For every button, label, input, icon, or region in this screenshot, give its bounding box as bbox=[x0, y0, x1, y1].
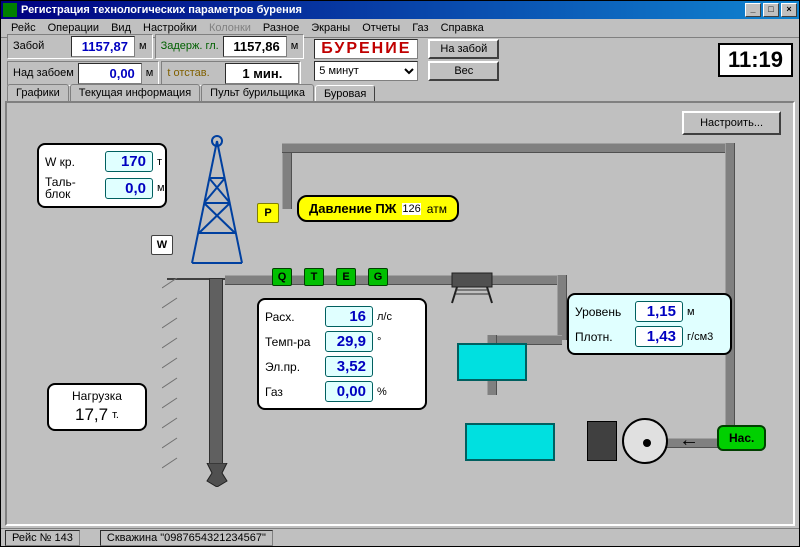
node-w[interactable]: W bbox=[151, 235, 173, 255]
plotn-label: Плотн. bbox=[575, 330, 631, 344]
nadzaboem-label: Над забоем bbox=[9, 67, 78, 79]
minimize-button[interactable]: _ bbox=[745, 3, 761, 17]
menu-ekrany[interactable]: Экраны bbox=[305, 21, 356, 35]
shaker-icon bbox=[447, 268, 497, 308]
talblok-value: 0,0 bbox=[105, 178, 153, 199]
zaderzh-label: Задерж. гл. bbox=[157, 40, 223, 52]
zaderzh-value: 1157,86 bbox=[223, 36, 287, 57]
node-g[interactable]: G bbox=[368, 268, 388, 286]
nadzaboem-unit: м bbox=[142, 67, 158, 79]
arrow-left-icon: ← bbox=[679, 429, 699, 452]
zaderzh-unit: м bbox=[287, 40, 303, 52]
plotn-value: 1,43 bbox=[635, 326, 683, 347]
menu-gaz[interactable]: Газ bbox=[406, 21, 434, 35]
pipe-up-1 bbox=[282, 149, 292, 209]
talblok-unit: м bbox=[157, 182, 181, 194]
node-p[interactable]: P bbox=[257, 203, 279, 223]
zaboi-unit: м bbox=[135, 40, 151, 52]
zaderzh-box: Задерж. гл. 1157,86 м bbox=[155, 34, 305, 59]
uroven-unit: м bbox=[687, 306, 711, 318]
tab-burovaya[interactable]: Буровая bbox=[315, 85, 375, 102]
ground-hatch-left bbox=[162, 278, 202, 478]
pipe-top-h bbox=[282, 143, 732, 153]
elpr-label: Эл.пр. bbox=[265, 360, 321, 374]
totstav-label: t отстав. bbox=[163, 67, 225, 79]
plotn-unit: г/см3 bbox=[687, 331, 713, 343]
gaz-value: 0,00 bbox=[325, 381, 373, 402]
titlebar: Регистрация технологических параметров б… bbox=[1, 1, 799, 19]
gaz-unit: % bbox=[377, 386, 401, 398]
temp-label: Темп-ра bbox=[265, 335, 321, 349]
node-q[interactable]: Q bbox=[272, 268, 292, 286]
clock: 11:19 bbox=[718, 43, 793, 77]
status-indicator: БУРЕНИЕ bbox=[314, 39, 418, 59]
pressure-value: 126 bbox=[402, 203, 420, 215]
tab-strip: Графики Текущая информация Пульт бурильщ… bbox=[1, 81, 799, 101]
zaboi-label: Забой bbox=[9, 40, 71, 52]
zaboi-value: 1157,87 bbox=[71, 36, 135, 57]
configure-button[interactable]: Настроить... bbox=[682, 111, 781, 135]
load-value: 17,7 bbox=[75, 405, 108, 425]
flow-panel: Расх. 16 л/с Темп-ра 29,9 ° Эл.пр. 3,52 … bbox=[257, 298, 427, 410]
nas-button[interactable]: Нас. bbox=[717, 425, 766, 451]
pressure-panel: Давление ПЖ 126 атм bbox=[297, 195, 459, 222]
node-t[interactable]: T bbox=[304, 268, 324, 286]
close-button[interactable]: × bbox=[781, 3, 797, 17]
status-reis: Рейс № 143 bbox=[5, 530, 80, 546]
tank-1 bbox=[457, 343, 527, 381]
uroven-value: 1,15 bbox=[635, 301, 683, 322]
toolbar: Забой 1157,87 м Задерж. гл. 1157,86 м На… bbox=[1, 37, 799, 81]
tab-tekushaya[interactable]: Текущая информация bbox=[70, 84, 200, 101]
app-icon bbox=[3, 3, 17, 17]
node-e[interactable]: E bbox=[336, 268, 356, 286]
menu-spravka[interactable]: Справка bbox=[435, 21, 490, 35]
tab-pult[interactable]: Пульт бурильщика bbox=[201, 84, 314, 101]
zaboi-box: Забой 1157,87 м bbox=[7, 34, 153, 59]
pressure-unit: атм bbox=[427, 202, 447, 216]
gaz-label: Газ bbox=[265, 385, 321, 399]
pipe-down-mid bbox=[557, 275, 567, 340]
derrick-icon bbox=[177, 133, 257, 283]
status-skvazhina: Скважина "0987654321234567" bbox=[100, 530, 273, 546]
pump-body-icon bbox=[587, 421, 617, 461]
elpr-value: 3,52 bbox=[325, 356, 373, 377]
talblok-label: Таль-блок bbox=[45, 176, 101, 200]
drill-bit-icon bbox=[202, 463, 232, 487]
window-title: Регистрация технологических параметров б… bbox=[21, 4, 743, 16]
statusbar: Рейс № 143 Скважина "0987654321234567" bbox=[1, 528, 799, 546]
na-zaboi-button[interactable]: На забой bbox=[428, 39, 499, 59]
interval-select[interactable]: 5 минут bbox=[314, 61, 418, 81]
maximize-button[interactable]: □ bbox=[763, 3, 779, 17]
ves-button[interactable]: Вес bbox=[428, 61, 499, 81]
pressure-label: Давление ПЖ bbox=[309, 201, 396, 216]
rash-unit: л/с bbox=[377, 311, 401, 323]
uroven-label: Уровень bbox=[575, 305, 631, 319]
rash-label: Расх. bbox=[265, 310, 321, 324]
wkr-unit: т bbox=[157, 156, 181, 168]
well-bore bbox=[209, 278, 223, 468]
level-panel: Уровень 1,15 м Плотн. 1,43 г/см3 bbox=[567, 293, 732, 355]
load-label: Нагрузка bbox=[55, 389, 139, 405]
tank-2 bbox=[465, 423, 555, 461]
wkr-panel: W кр. 170 т Таль-блок 0,0 м bbox=[37, 143, 167, 208]
temp-unit: ° bbox=[377, 336, 401, 348]
tab-grafiki[interactable]: Графики bbox=[7, 84, 69, 101]
temp-value: 29,9 bbox=[325, 331, 373, 352]
load-panel: Нагрузка 17,7 т. bbox=[47, 383, 147, 431]
rash-value: 16 bbox=[325, 306, 373, 327]
load-unit: т. bbox=[112, 409, 119, 421]
diagram-canvas: Настроить... W кр. 170 т Тал bbox=[5, 101, 795, 526]
menu-otchety[interactable]: Отчеты bbox=[356, 21, 406, 35]
wkr-label: W кр. bbox=[45, 155, 101, 169]
wkr-value: 170 bbox=[105, 151, 153, 172]
pump-wheel-icon bbox=[622, 418, 668, 464]
